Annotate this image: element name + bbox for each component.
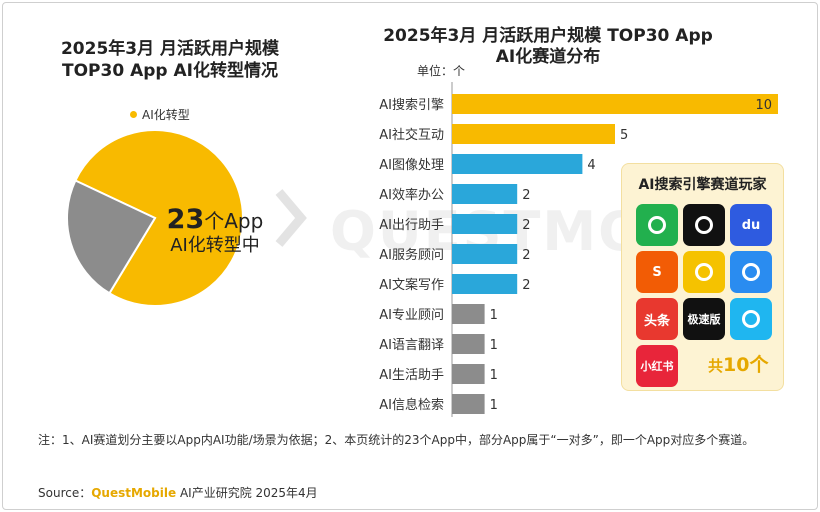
footnote: 注：1、AI赛道划分主要以App内AI功能/场景为依据；2、本页统计的23个Ap… [38, 433, 755, 447]
bar-category-label: AI信息检索 [379, 397, 444, 413]
source-suffix: AI产业研究院 2025年4月 [176, 486, 318, 500]
baidu-icon: du [730, 204, 772, 246]
players-count-value: 10个 [723, 354, 769, 376]
bar-10 [452, 394, 485, 414]
bar-6 [452, 274, 518, 294]
bar-3 [452, 184, 518, 204]
wechat-icon [636, 204, 678, 246]
unit-label: 单位：个 [417, 64, 466, 78]
pie-chart-title: 2025年3月 月活跃用户规模 TOP30 App AI化转型情况 [20, 38, 320, 82]
bar-value-label: 2 [522, 248, 530, 263]
bar-category-label: AI图像处理 [379, 158, 444, 173]
bar-category-label: AI效率办公 [379, 187, 444, 203]
players-count-prefix: 共 [708, 357, 724, 375]
bar-value-label: 1 [490, 368, 498, 383]
source-prefix: Source： [38, 486, 92, 500]
bar-2 [452, 154, 583, 174]
bar-value-label: 1 [490, 308, 498, 323]
players-box-title: AI搜索引擎赛道玩家 [638, 177, 767, 193]
legend-dot-icon [130, 111, 137, 118]
bar-category-label: AI搜索引擎 [379, 98, 444, 113]
pie-center-number: 23 [166, 204, 205, 235]
bar-title-line1: 2025年3月 月活跃用户规模 TOP30 App [383, 26, 713, 46]
bar-title-line2: AI化赛道分布 [495, 47, 601, 67]
bar-value-label: 2 [522, 218, 530, 233]
pie-slice-1 [66, 179, 157, 295]
bar-9 [452, 364, 485, 384]
bar-8 [452, 334, 485, 354]
xiaohongshu-icon: 小红书 [636, 345, 678, 387]
pie-center-sub: AI化转型中 [170, 235, 260, 256]
bar-category-label: AI出行助手 [379, 218, 444, 233]
bar-value-label: 4 [587, 158, 595, 173]
bar-1 [452, 124, 615, 144]
bar-category-label: AI语言翻译 [379, 338, 444, 353]
pie-slice-0 [74, 129, 244, 307]
bar-value-label: 10 [755, 98, 772, 113]
bar-chart-title: 2025年3月 月活跃用户规模 TOP30 App AI化赛道分布 [358, 26, 738, 68]
bar-category-label: AI社交互动 [379, 127, 444, 143]
bar-category-label: AI生活助手 [379, 368, 444, 383]
bar-5 [452, 244, 518, 264]
bar-4 [452, 214, 518, 234]
bar-value-label: 1 [490, 398, 498, 413]
sogou-icon: S [636, 251, 678, 293]
qq-browser-icon [730, 251, 772, 293]
pie-center-unit: 个App [204, 209, 264, 233]
pie-legend-label: AI化转型 [142, 108, 190, 122]
pie-chart [66, 129, 244, 307]
pie-title-line2: TOP30 App AI化转型情况 [62, 61, 278, 81]
qq-icon [730, 298, 772, 340]
toutiao-icon: 头条 [636, 298, 678, 340]
weibo-icon [683, 251, 725, 293]
bar-value-label: 2 [522, 278, 530, 293]
source-brand: QuestMobile [91, 486, 177, 500]
source-line: Source：QuestMobile AI产业研究院 2025年4月 [38, 484, 318, 501]
pie-center-label: 23个App AI化转型中 [150, 204, 280, 258]
bar-value-label: 5 [620, 128, 628, 143]
players-count: 共10个 [708, 350, 768, 377]
pie-legend: AI化转型 [130, 106, 190, 123]
bar-value-label: 1 [490, 338, 498, 353]
pie-title-line1: 2025年3月 月活跃用户规模 [60, 39, 280, 59]
bar-7 [452, 304, 485, 324]
bar-chart: AI搜索引擎 10 AI社交互动 5 AI图像处理 4 AI效率办公 2 AI出行助手 2 AI服务… [379, 82, 778, 417]
douyin-icon [683, 204, 725, 246]
douyin-lite-icon: 极速版 [683, 298, 725, 340]
bar-0 [452, 94, 778, 114]
bar-category-label: AI文案写作 [379, 278, 444, 293]
bar-value-label: 2 [522, 188, 530, 203]
chevron-right-icon [275, 189, 307, 247]
bar-category-label: AI专业顾问 [379, 308, 444, 323]
bar-category-label: AI服务顾问 [379, 247, 444, 263]
